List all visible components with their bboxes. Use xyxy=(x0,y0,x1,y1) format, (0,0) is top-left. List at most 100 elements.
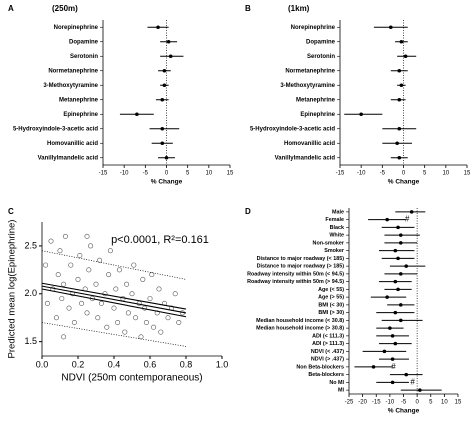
estimate-point xyxy=(396,256,400,261)
estimate-point xyxy=(160,141,165,146)
annotation: p<0.0001, R²=0.161 xyxy=(111,234,209,246)
data-point xyxy=(111,305,117,311)
data-point xyxy=(158,329,164,335)
data-point xyxy=(84,233,90,239)
estimate-point xyxy=(395,141,399,146)
category-label: 3-Methoxytyramine xyxy=(280,83,335,89)
data-point xyxy=(68,262,74,268)
data-point xyxy=(147,296,153,302)
data-point xyxy=(106,272,112,278)
category-label: Metanephrine xyxy=(296,97,336,103)
x-axis-label: % Change xyxy=(388,408,420,415)
data-point xyxy=(59,296,65,302)
data-point xyxy=(43,262,49,268)
category-label: Beta-blockers xyxy=(308,372,344,378)
x-tick-label: -10 xyxy=(357,171,366,177)
estimate-point xyxy=(409,210,414,214)
estimate-point xyxy=(135,112,139,117)
estimate-point xyxy=(388,326,392,330)
x-tick-label: 5 xyxy=(429,400,433,406)
estimate-point xyxy=(398,233,403,237)
x-axis-label: % Change xyxy=(151,179,183,186)
estimate-point xyxy=(390,357,395,361)
x-tick-label: 5 xyxy=(423,171,427,177)
estimate-point xyxy=(397,68,402,73)
category-label: Age (> 55) xyxy=(318,295,344,301)
fit-line xyxy=(41,282,187,310)
data-point xyxy=(107,248,113,254)
estimate-point xyxy=(396,225,400,230)
category-label: 5-Hydroxyindole-3-acetic acid xyxy=(13,126,98,132)
data-point xyxy=(77,253,83,259)
estimate-point xyxy=(404,372,409,377)
category-label: Serotonin xyxy=(70,54,98,60)
prediction-band xyxy=(41,250,187,280)
x-tick-label: 10 xyxy=(442,171,449,177)
panel-title: (250m) xyxy=(52,4,78,13)
category-label: MI xyxy=(338,388,344,394)
estimate-point xyxy=(399,83,404,88)
x-tick-label: 15 xyxy=(227,171,234,177)
flag: # xyxy=(405,215,410,224)
x-tick-label: 0.8 xyxy=(180,359,193,369)
panel-label: D xyxy=(245,207,251,216)
category-label: Roadway intensity within 50m (< 94.5) xyxy=(247,271,344,277)
category-label: Homovanillic acid xyxy=(47,141,98,147)
category-label: Dopamine xyxy=(306,39,336,45)
category-label: Distance to major roadway (> 185) xyxy=(257,264,345,270)
category-label: NDVI (> .437) xyxy=(311,357,344,363)
category-label: Vanillylmandelic acid xyxy=(275,155,336,161)
fit-line xyxy=(41,288,187,318)
estimate-point xyxy=(418,388,422,392)
data-point xyxy=(61,334,67,340)
x-tick-label: 0 xyxy=(402,171,406,177)
estimate-point xyxy=(397,155,402,160)
data-point xyxy=(113,286,119,292)
estimate-point xyxy=(397,126,402,131)
x-tick-label: 0.6 xyxy=(144,359,157,369)
data-point xyxy=(133,315,139,321)
data-point xyxy=(122,329,128,335)
data-point xyxy=(172,291,178,297)
panel-label: B xyxy=(245,4,251,13)
x-tick-label: -15 xyxy=(336,171,345,177)
category-label: Median household income (< 30.8) xyxy=(256,318,344,324)
data-point xyxy=(97,257,103,263)
x-tick-label: 15 xyxy=(464,171,471,177)
data-point xyxy=(129,291,135,297)
data-point xyxy=(61,281,67,287)
category-label: Homovanillic acid xyxy=(284,141,335,147)
x-tick-label: -15 xyxy=(99,171,108,177)
data-point xyxy=(86,267,92,273)
data-point xyxy=(104,324,110,330)
estimate-point xyxy=(393,248,398,253)
estimate-point xyxy=(393,341,398,346)
data-point xyxy=(98,300,104,306)
data-point xyxy=(165,315,171,321)
category-label: Vanillylmandelic acid xyxy=(38,155,99,161)
category-label: Norepinephrine xyxy=(54,25,99,31)
category-label: Epinephrine xyxy=(63,112,98,118)
estimate-point xyxy=(398,272,403,276)
category-label: Non-smoker xyxy=(313,240,345,246)
x-tick-label: 10 xyxy=(441,400,448,406)
x-tick-label: 0.2 xyxy=(72,359,85,369)
data-point xyxy=(57,248,63,254)
data-point xyxy=(176,319,182,325)
category-label: BMI (> 30) xyxy=(318,310,344,316)
category-label: White xyxy=(329,233,344,239)
x-tick-label: 5 xyxy=(186,171,190,177)
x-tick-label: -15 xyxy=(372,400,381,406)
category-label: ADI (> 111.3) xyxy=(312,341,344,347)
data-point xyxy=(116,267,122,273)
data-point xyxy=(115,319,121,325)
x-axis-label: NDVI (250m contemporaneous) xyxy=(61,373,202,384)
estimate-point xyxy=(164,155,169,160)
data-point xyxy=(124,281,130,287)
data-point xyxy=(95,315,101,321)
flag: # xyxy=(391,362,396,371)
y-tick-label: 1.5 xyxy=(24,336,37,346)
estimate-point xyxy=(162,83,167,88)
estimate-point xyxy=(389,25,393,30)
